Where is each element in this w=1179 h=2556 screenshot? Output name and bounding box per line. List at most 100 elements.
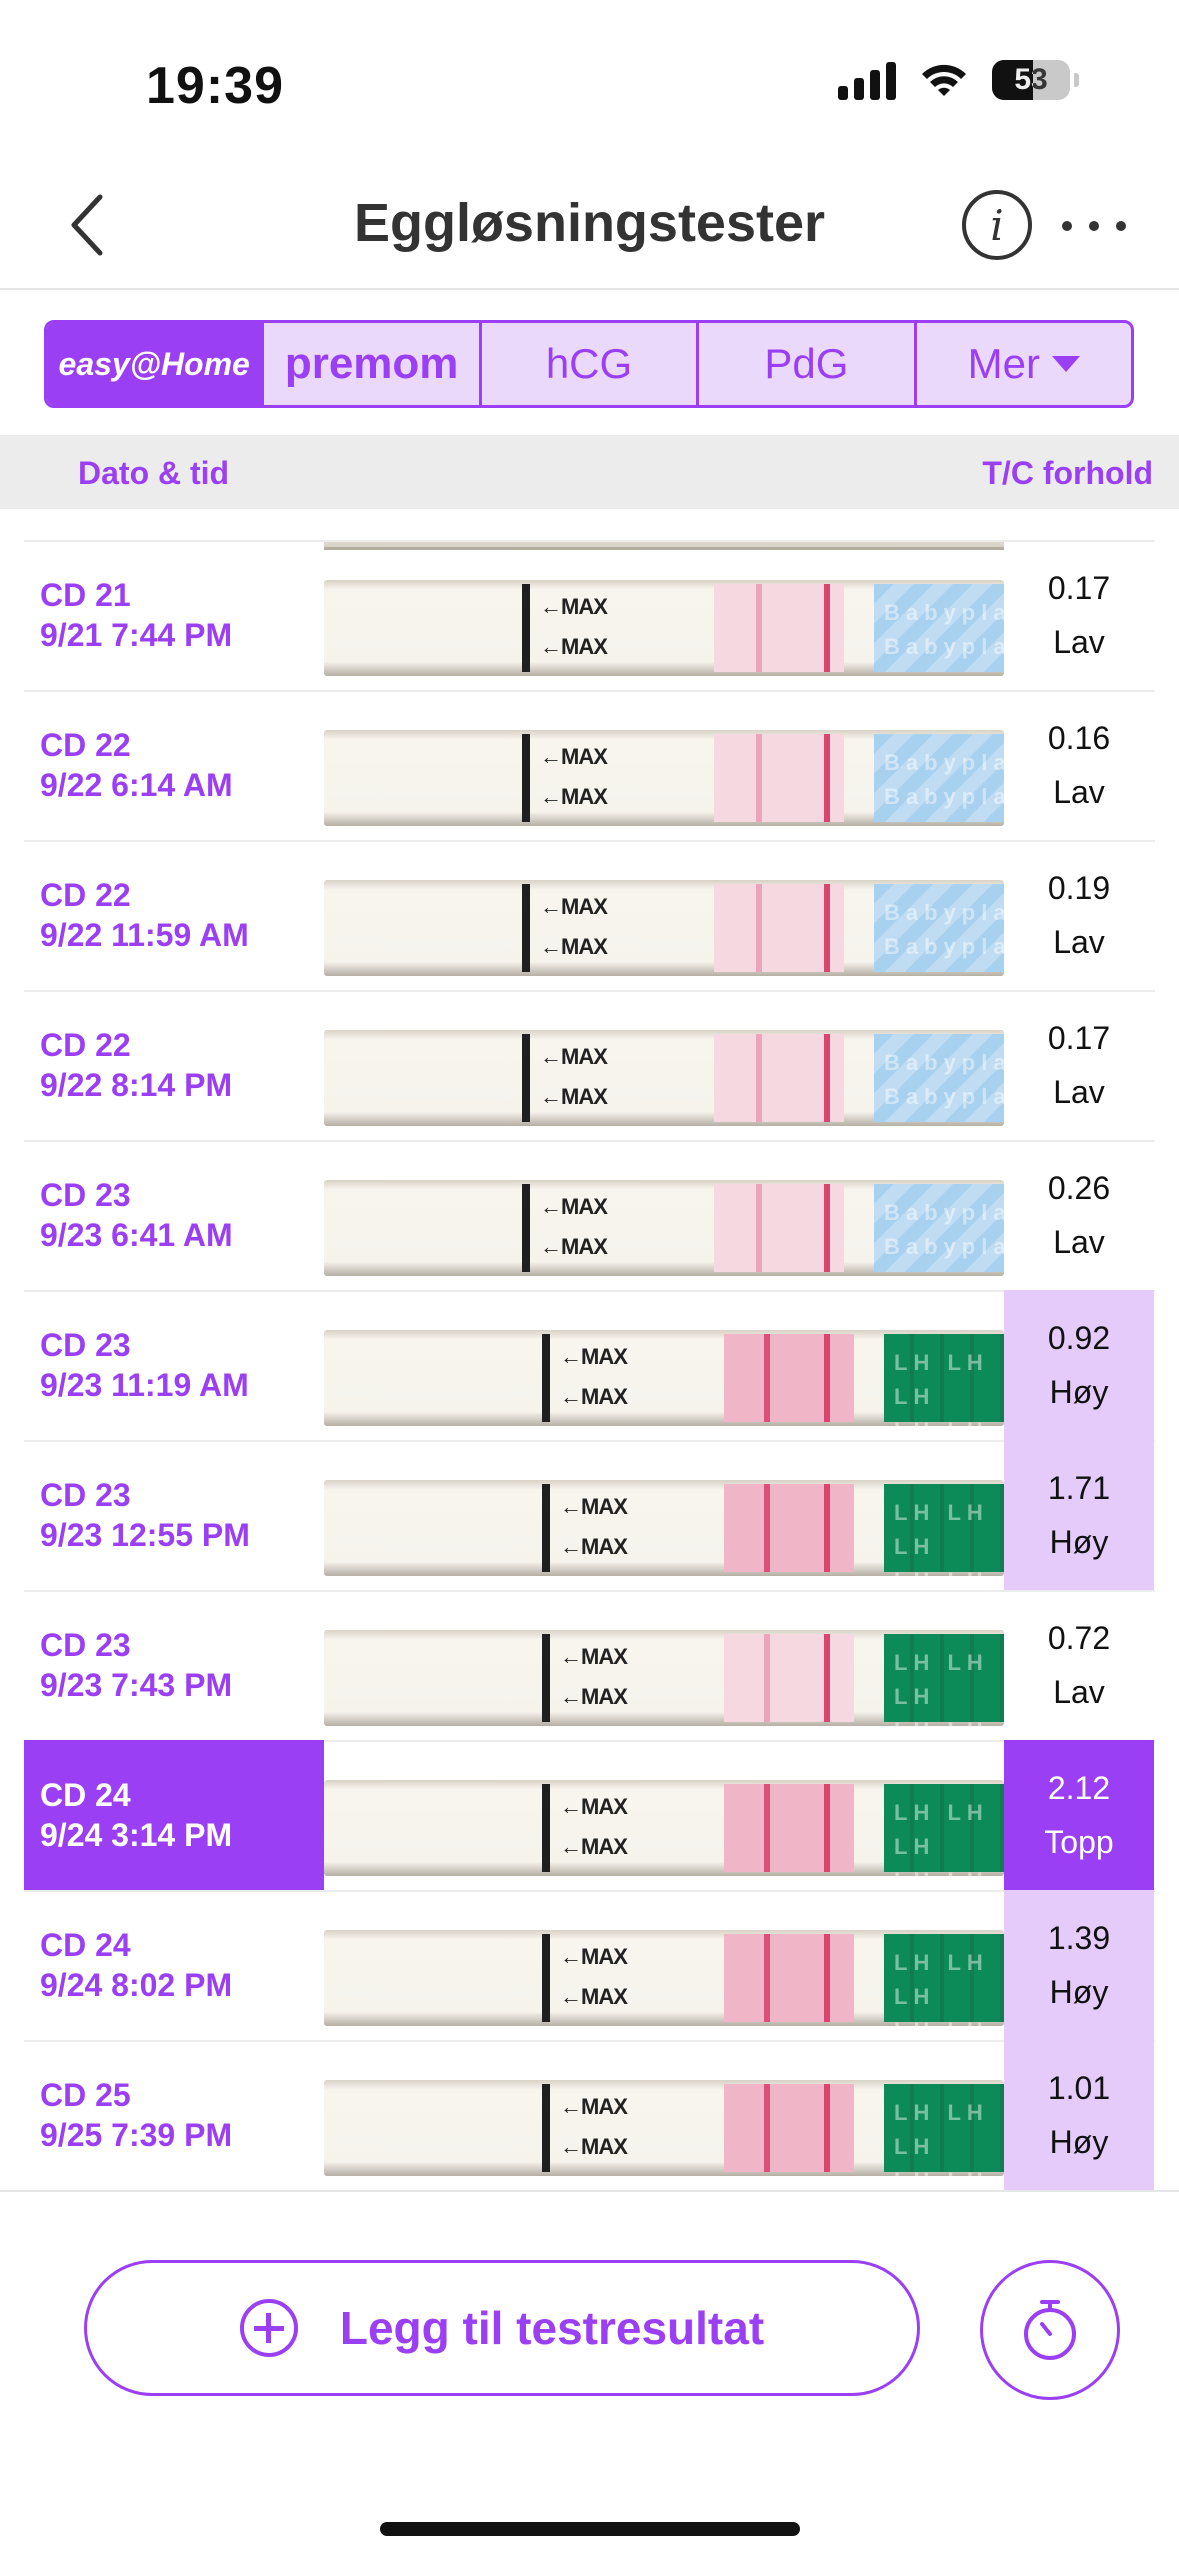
strip-max-label: ←MAX xyxy=(540,744,608,769)
brand-tabs: easy@Home premom hCG PdG Mer xyxy=(44,320,1134,408)
back-button[interactable] xyxy=(56,190,116,260)
tc-level: Lav xyxy=(1053,924,1105,960)
strip-max-label: ←MAX xyxy=(540,1234,608,1259)
strip-control-line xyxy=(764,1634,770,1722)
chevron-left-icon xyxy=(71,194,103,256)
row-divider xyxy=(24,1890,1155,1892)
tab-easy-home[interactable]: easy@Home xyxy=(47,323,265,405)
strip-max-label: ←MAX xyxy=(540,594,608,619)
tc-level: Høy xyxy=(1049,2124,1109,2160)
test-strip-image-partial xyxy=(324,540,1004,550)
strip-max-mark xyxy=(522,884,530,972)
cycle-day: CD 23 xyxy=(40,1477,131,1513)
bottom-bar: Legg til testresultat xyxy=(0,2190,1179,2556)
strip-control-line xyxy=(764,1334,770,1422)
strip-test-line xyxy=(824,884,830,972)
timer-button[interactable] xyxy=(980,2260,1120,2400)
add-test-result-button[interactable]: Legg til testresultat xyxy=(84,2260,920,2396)
row-divider xyxy=(24,1740,1155,1742)
tc-level: Lav xyxy=(1053,624,1105,660)
tc-level: Høy xyxy=(1049,1524,1109,1560)
strip-max-label: ←MAX xyxy=(560,1684,628,1709)
strip-test-line xyxy=(824,1484,830,1572)
row-divider xyxy=(24,990,1155,992)
row-divider xyxy=(24,540,1155,542)
strip-tail: BabyplanBabyplan xyxy=(874,1034,1004,1122)
strip-max-label: ←MAX xyxy=(560,1984,628,2009)
cycle-day: CD 23 xyxy=(40,1627,131,1663)
tab-pdg[interactable]: PdG xyxy=(699,323,917,405)
result-row[interactable]: CD 22 9/22 8:14 PM ←MAX ←MAX BabyplanBabypla… xyxy=(0,990,1179,1140)
more-button[interactable] xyxy=(1062,206,1126,246)
test-result-list: CD 21 9/21 7:44 PM ←MAX ←MAX BabyplanBabypla… xyxy=(0,540,1179,2190)
tc-ratio-value: 0.16 xyxy=(1047,720,1111,756)
row-divider xyxy=(24,2040,1155,2042)
tab-pdg-label: PdG xyxy=(764,340,849,387)
row-divider xyxy=(24,1290,1155,1292)
test-strip-image: ←MAX ←MAX BabyplanBabyplan xyxy=(324,730,1004,826)
cycle-day: CD 22 xyxy=(40,1027,131,1063)
strip-control-line xyxy=(764,2084,770,2172)
strip-max-label: ←MAX xyxy=(560,2134,628,2159)
test-datetime: 9/24 8:02 PM xyxy=(40,1967,233,2003)
tc-level: Høy xyxy=(1049,1974,1109,2010)
result-row[interactable]: CD 21 9/21 7:44 PM ←MAX ←MAX BabyplanBabypla… xyxy=(0,540,1179,690)
info-button[interactable]: i xyxy=(962,190,1032,260)
test-strip-image: ←MAX ←MAX BabyplanBabyplan xyxy=(324,1030,1004,1126)
strip-max-mark xyxy=(542,1634,550,1722)
strip-max-label: ←MAX xyxy=(560,1344,628,1369)
tc-ratio-cell: 2.12 Topp xyxy=(1004,1740,1154,1890)
strip-test-line xyxy=(824,584,830,672)
tc-ratio-value: 1.39 xyxy=(1047,1920,1111,1956)
result-row[interactable]: CD 22 9/22 6:14 AM ←MAX ←MAX BabyplanBabypla… xyxy=(0,690,1179,840)
tab-premom[interactable]: premom xyxy=(264,323,482,405)
strip-max-label: ←MAX xyxy=(540,1194,608,1219)
strip-tail: BabyplanBabyplan xyxy=(874,734,1004,822)
strip-tail: BabyplanBabyplan xyxy=(874,1184,1004,1272)
cycle-day: CD 24 xyxy=(40,1777,131,1813)
row-date-cell: CD 22 9/22 11:59 AM xyxy=(24,840,324,990)
tc-ratio-cell: 0.72 Lav xyxy=(1004,1590,1154,1740)
strip-max-mark xyxy=(542,1484,550,1572)
result-row[interactable]: CD 22 9/22 11:59 AM ←MAX ←MAX BabyplanBabypl… xyxy=(0,840,1179,990)
tc-ratio-cell: 0.92 Høy xyxy=(1004,1290,1154,1440)
strip-max-mark xyxy=(522,1184,530,1272)
column-header: Dato & tid T/C forhold xyxy=(0,435,1179,509)
strip-max-label: ←MAX xyxy=(540,784,608,809)
strip-tail: BabyplanBabyplan xyxy=(874,884,1004,972)
tab-more-label: Mer xyxy=(967,340,1040,387)
tc-level: Topp xyxy=(1044,1824,1114,1860)
test-datetime: 9/21 7:44 PM xyxy=(40,617,233,653)
tab-hcg[interactable]: hCG xyxy=(482,323,700,405)
strip-tail-text: BabyplanBabyplan xyxy=(884,900,1004,959)
row-divider xyxy=(24,690,1155,692)
cycle-day: CD 22 xyxy=(40,727,131,763)
more-dot xyxy=(1062,221,1072,231)
strip-result-window xyxy=(724,1934,854,2022)
tc-ratio-value: 0.17 xyxy=(1047,570,1111,606)
row-date-cell: CD 24 9/24 8:02 PM xyxy=(24,1890,324,2040)
tab-more[interactable]: Mer xyxy=(917,323,1131,405)
battery-icon: 53 xyxy=(992,60,1070,100)
test-datetime: 9/23 11:19 AM xyxy=(40,1367,249,1403)
test-strip-image: ←MAX ←MAX BabyplanBabyplan xyxy=(324,580,1004,676)
strip-control-line xyxy=(756,1034,762,1122)
tc-ratio-cell: 0.19 Lav xyxy=(1004,840,1154,990)
strip-control-line xyxy=(756,734,762,822)
strip-result-window xyxy=(724,1784,854,1872)
result-row[interactable]: CD 23 9/23 6:41 AM ←MAX ←MAX BabyplanBabypla… xyxy=(0,1140,1179,1290)
tab-premom-label: premom xyxy=(284,339,459,388)
strip-tail-text: BabyplanBabyplan xyxy=(884,1200,1004,1259)
strip-max-label: ←MAX xyxy=(560,2094,628,2119)
test-datetime: 9/24 3:14 PM xyxy=(40,1817,233,1853)
strip-test-line xyxy=(824,734,830,822)
